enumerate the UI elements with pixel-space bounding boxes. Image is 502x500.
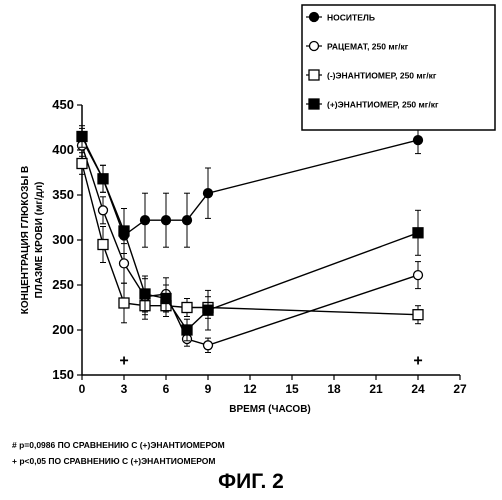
legend-box [302,5,495,130]
data-point [99,206,108,215]
y-axis-title: КОНЦЕНТРАЦИЯ ГЛЮКОЗЫ В ПЛАЗМЕ КРОВИ (мг/… [20,166,45,315]
y-tick-label: 350 [52,187,74,202]
x-tick-label: 0 [79,382,86,396]
data-point [140,289,150,299]
data-point [119,298,129,308]
x-tick-label: 12 [243,382,257,396]
footnote-hash: # p=0,0986 ПО СРАВНЕНИЮ С (+)ЭНАНТИОМЕРО… [12,440,225,450]
legend-label: РАЦЕМАТ, 250 мг/кг [327,42,409,52]
y-axis-title-line-2: ПЛАЗМЕ КРОВИ (мг/дл) [34,182,45,299]
data-point [141,216,150,225]
x-tick-label: 3 [121,382,128,396]
x-axis-title: ВРЕМЯ (ЧАСОВ) [229,404,311,415]
y-tick-label: 450 [52,97,74,112]
axes [82,105,460,375]
data-point [413,310,423,320]
x-tick-label: 9 [205,382,212,396]
legend-label: (-)ЭНАНТИОМЕР, 250 мг/кг [327,71,437,81]
figure-caption: ФИГ. 2 [0,470,502,494]
significance-mark: + [413,353,422,370]
y-tick-label: 200 [52,322,74,337]
y-axis-title-line-1: КОНЦЕНТРАЦИЯ ГЛЮКОЗЫ В [20,166,31,315]
y-tick-label: 400 [52,142,74,157]
series-layer [77,126,423,353]
data-point [414,136,423,145]
legend-marker [309,70,319,80]
series-1 [78,127,423,263]
x-tick-label: 27 [453,382,467,396]
tick-labels: 0 3 6 9 12 15 18 21 24 27 150 200 250 300 350 400 450 [52,97,467,396]
legend-label: (+)ЭНАНТИОМЕР, 250 мг/кг [327,100,439,110]
series-line [82,137,418,331]
data-point [161,294,171,304]
annotations: ++ [119,353,422,370]
data-point [204,189,213,198]
data-point [413,228,423,238]
data-point [182,325,192,335]
x-tick-label: 24 [411,382,425,396]
legend-marker [310,13,319,22]
data-point [182,303,192,313]
legend-label: НОСИТЕЛЬ [327,13,375,23]
series-line [82,139,418,235]
data-point [120,259,129,268]
x-tick-label: 21 [369,382,383,396]
series-3 [77,153,423,324]
series-line [82,146,418,346]
data-point [204,341,213,350]
data-point [414,271,423,280]
legend: НОСИТЕЛЬ РАЦЕМАТ, 250 мг/кг (-)ЭНАНТИОМЕР,… [302,5,495,130]
y-tick-label: 250 [52,277,74,292]
data-point [98,240,108,250]
data-point [203,305,213,315]
significance-mark: + [119,353,128,370]
legend-marker [310,42,319,51]
y-tick-label: 300 [52,232,74,247]
data-point [162,216,171,225]
data-point [77,159,87,169]
data-point [77,132,87,142]
x-tick-label: 6 [163,382,170,396]
y-tick-label: 150 [52,367,74,382]
legend-marker [309,99,319,109]
series-2 [78,135,423,353]
x-tick-label: 15 [285,382,299,396]
data-point [183,216,192,225]
data-point [119,226,129,236]
footnote-plus: + p<0,05 ПО СРАВНЕНИЮ С (+)ЭНАНТИОМЕРОМ [12,456,216,466]
x-tick-label: 18 [327,382,341,396]
data-point [98,174,108,184]
